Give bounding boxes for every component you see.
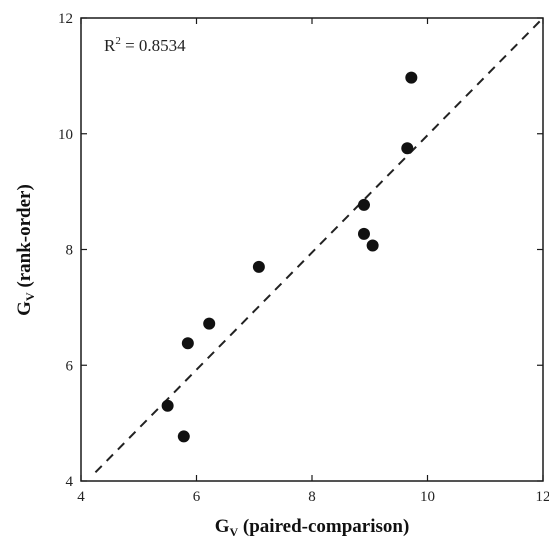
data-point (181, 337, 194, 350)
reference-line (94, 17, 544, 474)
r-squared-annotation: R2 = 0.8534 (104, 35, 186, 55)
data-point (357, 227, 370, 240)
x-tick-label: 8 (308, 489, 316, 505)
y-tick-label: 8 (66, 243, 74, 259)
y-tick-label: 10 (58, 127, 73, 143)
y-axis-label: GV (rank-order) (14, 184, 37, 316)
data-point (203, 317, 216, 330)
data-point (366, 239, 379, 252)
y-tick-label: 6 (66, 358, 74, 374)
data-points (161, 71, 418, 443)
data-point (161, 399, 174, 412)
x-tick-label: 4 (77, 489, 85, 505)
plot-frame (80, 17, 544, 482)
data-point (401, 142, 414, 155)
data-point (405, 71, 418, 84)
x-axis-ticks: 4 6 8 10 12 (77, 18, 549, 505)
y-tick-label: 12 (58, 11, 73, 27)
data-point (177, 430, 190, 443)
x-tick-label: 10 (420, 489, 435, 505)
y-tick-label: 4 (66, 474, 74, 490)
data-point (252, 260, 265, 273)
data-point (357, 198, 370, 211)
x-tick-label: 6 (193, 489, 201, 505)
x-axis-label: GV (paired-comparison) (215, 516, 410, 539)
plot-area: 4 6 8 10 12 4 6 8 10 12 (58, 11, 549, 505)
y-axis-ticks: 4 6 8 10 12 (58, 11, 543, 490)
x-tick-label: 12 (536, 489, 549, 505)
